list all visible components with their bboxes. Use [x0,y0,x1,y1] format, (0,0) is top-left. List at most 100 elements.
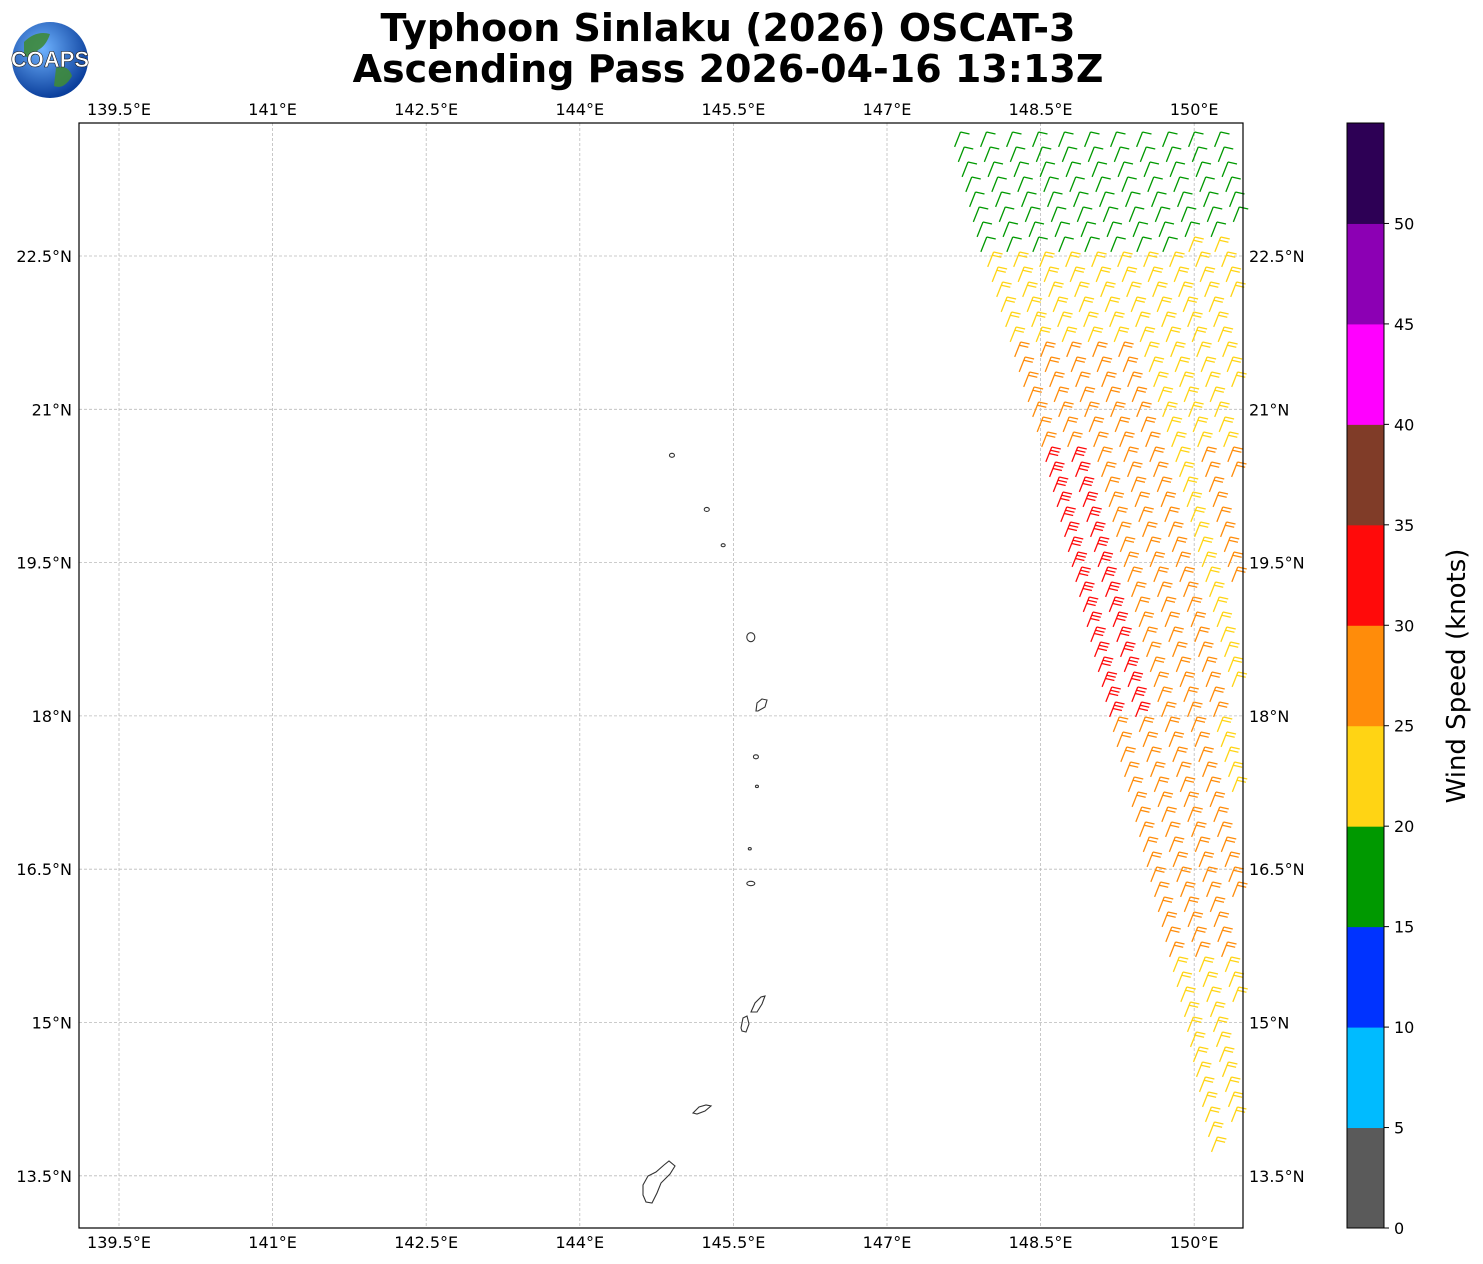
lat-tick-right: 21°N [1249,400,1289,419]
wind-barb [1205,776,1222,793]
wind-barb [1157,386,1174,403]
wind-barb [1180,881,1196,898]
wind-barb [1039,161,1056,178]
wind-barb [1192,1046,1209,1063]
wind-barb [1218,416,1235,433]
wind-barb [1223,536,1240,553]
wind-barb [1162,236,1178,253]
wind-barb [1075,461,1091,478]
wind-barb [969,191,985,208]
wind-barb [1153,671,1170,688]
lat-tick-left: 15°N [32,1014,72,1033]
wind-barb [1164,716,1181,733]
wind-barb [1157,896,1174,913]
lat-tick-right: 13.5°N [1249,1167,1305,1186]
wind-barb [1113,326,1130,343]
wind-barb [1031,311,1047,328]
wind-barb [1198,851,1215,868]
wind-barb [1123,446,1139,463]
wind-barb [1162,131,1178,148]
lon-tick-bottom: 148.5°E [1009,1233,1073,1252]
wind-barb [1165,926,1181,943]
wind-barb [1021,191,1037,208]
wind-barb [1069,176,1085,193]
wind-barb [1161,701,1177,718]
wind-barb [1091,251,1107,268]
wind-barb [1227,551,1244,568]
island [755,698,768,712]
wind-barb [1202,866,1218,883]
wind-barb [1106,221,1123,238]
wind-barb [1199,176,1215,193]
wind-barb [1224,851,1241,868]
lat-tick-left: 19.5°N [16,554,72,573]
colorbar-segment [1347,1027,1384,1129]
wind-barb [1228,761,1244,778]
wind-barb [1165,326,1182,343]
colorbar-tick: 45 [1394,315,1414,334]
wind-barb [1198,641,1214,658]
colorbar-segment [1347,725,1384,827]
wind-barb [1009,146,1026,163]
wind-barb [1143,251,1159,268]
colorbar-tick: 25 [1394,717,1414,736]
wind-barb [1164,506,1180,523]
wind-barb [1202,761,1218,778]
wind-barb [1232,206,1249,223]
wind-barb [1224,1076,1241,1093]
wind-barb [1230,1106,1247,1123]
wind-barb [1186,491,1203,508]
wind-barb [1173,266,1190,283]
wind-barb [976,221,993,238]
wind-barb [1086,506,1102,523]
wind-barb [1215,1031,1232,1048]
wind-barb [1162,401,1178,418]
wind-barb [1067,431,1083,448]
wind-barb [1054,221,1071,238]
wind-barb [1078,296,1095,313]
wind-barb [1160,491,1177,508]
lon-tick-bottom: 144°E [555,1233,604,1252]
wind-barb [1208,296,1225,313]
wind-barb [1109,311,1125,328]
wind-barb [1014,341,1030,358]
wind-barb [1002,221,1019,238]
wind-barb [1084,131,1100,148]
lon-tick-top: 139.5°E [87,100,151,119]
wind-barb [1135,701,1151,718]
wind-barb [1097,656,1114,673]
wind-barb [1157,791,1174,808]
wind-barb [1194,521,1210,538]
wind-barb [1184,221,1201,238]
wind-barb [1195,251,1211,268]
wind-barb [1156,296,1173,313]
wind-barb [1073,191,1089,208]
wind-barb [1130,476,1147,493]
lat-tick-right: 16.5°N [1249,860,1305,879]
wind-barb [1040,341,1056,358]
wind-barb [1136,401,1152,418]
wind-barb [1165,821,1181,838]
wind-barb [1101,566,1117,583]
wind-barb [1000,296,1017,313]
wind-barb [1224,641,1240,658]
wind-barb [1150,866,1166,883]
wind-barb [1045,446,1061,463]
wind-barb [1131,581,1147,598]
lon-tick-top: 144°E [555,100,604,119]
wind-barb [1220,836,1237,853]
wind-barb [1132,221,1149,238]
wind-barb [1061,326,1078,343]
wind-barb [1206,986,1222,1003]
wind-barb [1217,146,1234,163]
wind-barb [1204,281,1220,298]
wind-barb [1110,401,1126,418]
wind-barb [1140,416,1157,433]
wind-barb [1183,686,1199,703]
wind-barb [1052,476,1069,493]
island [752,754,759,760]
wind-barb [1183,386,1200,403]
colorbar-label: Wind Speed (knots) [1442,549,1472,804]
wind-barb [1113,146,1130,163]
wind-barb [1035,326,1052,343]
